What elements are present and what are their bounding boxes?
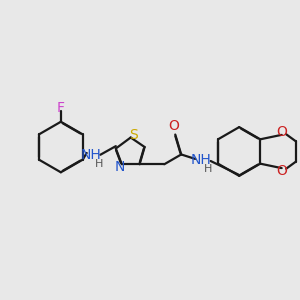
Ellipse shape [200, 160, 202, 161]
Ellipse shape [173, 126, 174, 127]
Text: NH: NH [191, 153, 212, 167]
Text: F: F [57, 101, 65, 116]
Text: NH: NH [81, 148, 102, 162]
Text: H: H [94, 159, 103, 169]
Ellipse shape [91, 155, 92, 156]
Text: O: O [276, 164, 287, 178]
Ellipse shape [281, 132, 282, 133]
Text: N: N [114, 160, 124, 174]
Text: O: O [168, 119, 179, 133]
Ellipse shape [119, 166, 120, 167]
Text: O: O [276, 125, 287, 140]
Text: H: H [203, 164, 212, 174]
Ellipse shape [281, 170, 282, 171]
Ellipse shape [133, 135, 134, 136]
Ellipse shape [60, 108, 61, 109]
Text: S: S [129, 128, 137, 142]
